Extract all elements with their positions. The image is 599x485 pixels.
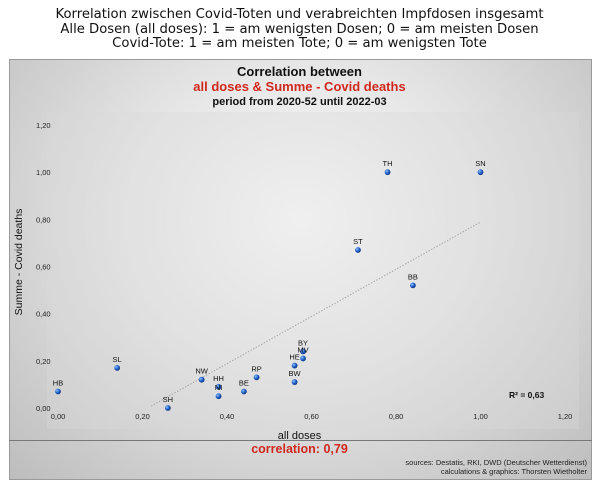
data-point-hh: [215, 383, 222, 390]
plot-area: [47, 112, 579, 429]
data-point-sh: [164, 405, 171, 411]
panel-divider: [9, 440, 592, 441]
y-tick-label: 1,20: [36, 121, 51, 130]
point-label-sl: SL: [113, 355, 122, 364]
y-tick-label: 0,80: [36, 215, 51, 224]
chart-title: Correlation between: [237, 64, 362, 79]
data-point-bw: [291, 379, 298, 385]
point-label-by: BY: [298, 338, 308, 347]
header-line-3: Covid-Tote: 1 = am meisten Tote; 0 = am …: [112, 36, 487, 52]
y-tick-label: 0,60: [36, 263, 51, 272]
point-label-st: ST: [353, 237, 363, 246]
point-label-hb: HB: [53, 378, 63, 387]
sources-text: sources: Destatis, RKI, DWD (Deutscher W…: [405, 458, 587, 467]
data-point-nw: [198, 376, 205, 383]
point-label-sn: SN: [475, 159, 485, 168]
x-tick-label: 0,00: [51, 412, 66, 421]
x-tick-label: 0,40: [220, 412, 235, 421]
header-line-2: Alle Dosen (all doses): 1 = am wenigsten…: [60, 21, 539, 37]
y-tick-label: 0,00: [36, 404, 51, 413]
point-label-bw: BW: [289, 369, 302, 378]
y-axis-label: Summe - Covid deaths: [13, 209, 25, 316]
point-label-mv: MV: [297, 345, 308, 354]
point-label-ni: NI: [215, 383, 223, 392]
data-point-bb: [410, 282, 416, 289]
data-point-ni: [215, 393, 222, 400]
point-label-be: BE: [239, 378, 249, 387]
x-axis-label: all doses: [277, 430, 322, 442]
point-label-nw: NW: [195, 367, 208, 376]
data-point-mv: [300, 355, 306, 362]
point-label-he: HE: [289, 353, 299, 362]
credits-text: calculations & graphics: Thorsten Wietho…: [440, 467, 587, 476]
y-tick-label: 0,20: [36, 357, 51, 366]
point-label-bb: BB: [408, 272, 418, 281]
r-squared-label: R² = 0,63: [509, 390, 544, 400]
figure-header: Korrelation zwischen Covid-Toten und ver…: [0, 7, 599, 52]
data-point-st: [355, 247, 361, 253]
point-label-hh: HH: [213, 374, 224, 383]
point-label-sh: SH: [163, 395, 173, 404]
y-tick-label: 1,00: [36, 168, 51, 177]
point-label-rp: RP: [251, 364, 261, 373]
y-tick-label: 0,40: [36, 310, 51, 319]
x-tick-label: 0,60: [304, 412, 319, 421]
data-point-he: [291, 362, 298, 369]
correlation-value: correlation: 0,79: [251, 442, 348, 456]
x-tick-label: 0,80: [389, 412, 404, 421]
data-point-be: [241, 388, 247, 395]
data-point-rp: [253, 374, 260, 381]
x-tick-label: 1,20: [558, 412, 573, 421]
data-point-sl: [114, 365, 121, 371]
data-point-th: [384, 169, 391, 176]
chart-panel: [9, 59, 592, 480]
data-point-hb: [55, 388, 61, 395]
x-tick-label: 0,20: [135, 412, 150, 421]
data-point-sn: [477, 169, 484, 176]
header-line-1: Korrelation zwischen Covid-Toten und ver…: [55, 7, 544, 22]
chart-period: period from 2020-52 until 2022-03: [212, 96, 387, 108]
chart-subtitle: all doses & Summe - Covid deaths: [193, 79, 406, 94]
data-point-by: [300, 348, 306, 355]
point-label-th: TH: [383, 159, 393, 168]
x-tick-label: 1,00: [473, 412, 488, 421]
